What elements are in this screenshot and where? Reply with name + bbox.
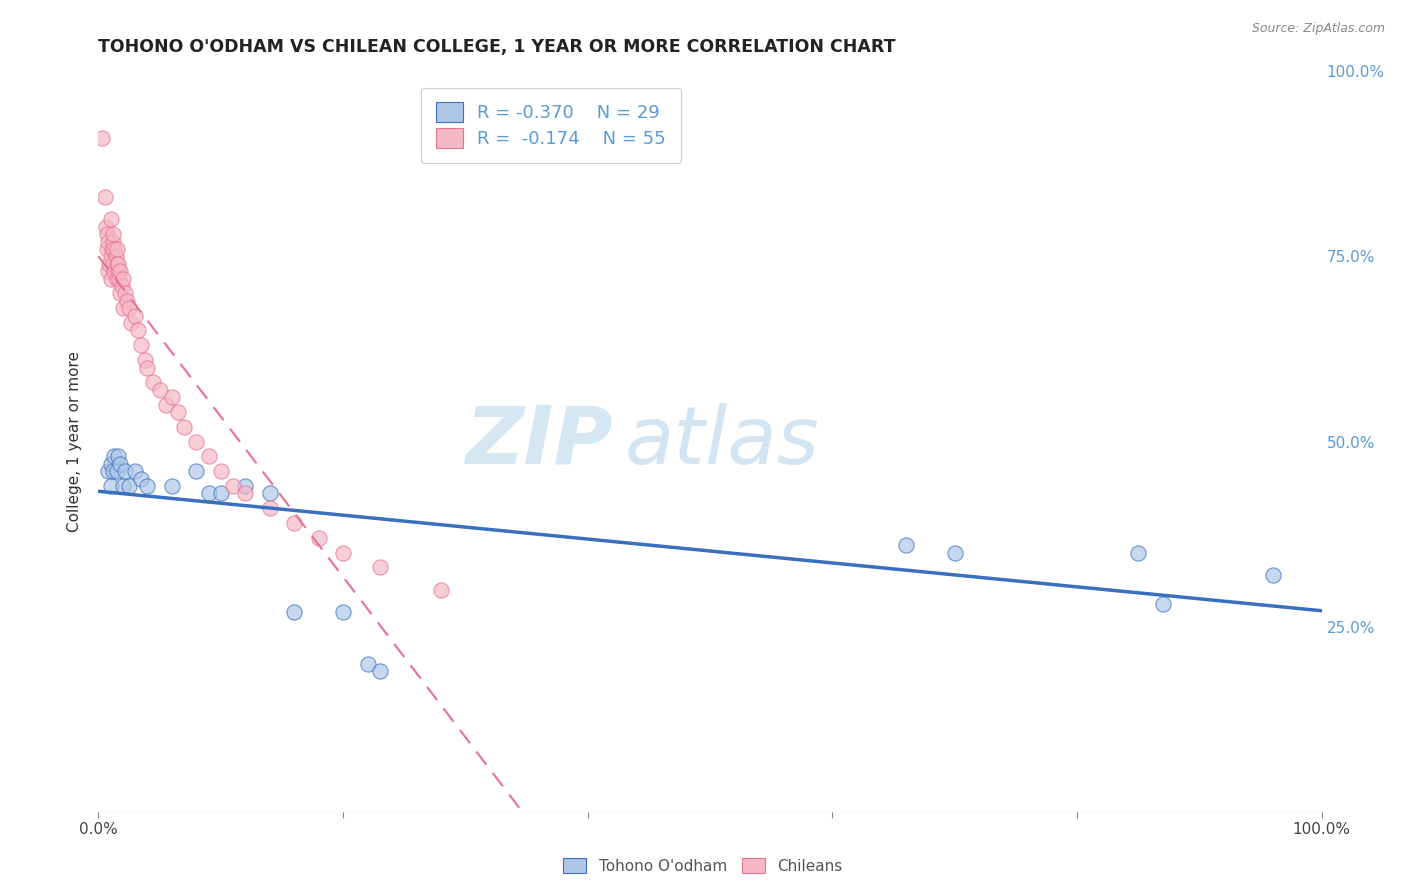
Point: [110, 264, 132, 278]
Point: [222, 479, 245, 493]
Point: [107, 450, 129, 464]
Point: [110, 286, 132, 301]
Point: [100, 271, 122, 285]
Point: [101, 257, 124, 271]
Point: [108, 271, 131, 285]
Point: [114, 286, 136, 301]
Point: [259, 486, 281, 500]
Point: [368, 664, 391, 678]
Point: [103, 264, 125, 278]
Point: [894, 538, 917, 552]
Point: [1152, 598, 1174, 612]
Legend: R = -0.370    N = 29, R =  -0.174    N = 55: R = -0.370 N = 29, R = -0.174 N = 55: [422, 87, 681, 162]
Point: [430, 582, 453, 597]
Point: [118, 479, 141, 493]
Point: [233, 486, 256, 500]
Point: [129, 338, 152, 352]
Point: [100, 457, 122, 471]
Point: [197, 486, 219, 500]
Point: [332, 605, 354, 619]
Point: [111, 271, 134, 285]
Point: [98, 257, 121, 271]
Point: [124, 309, 146, 323]
Point: [97, 464, 120, 478]
Point: [100, 479, 122, 493]
Point: [124, 464, 146, 478]
Point: [111, 479, 134, 493]
Point: [149, 383, 172, 397]
Point: [94, 219, 117, 234]
Point: [93, 190, 115, 204]
Point: [173, 419, 195, 434]
Point: [197, 450, 219, 464]
Point: [356, 657, 378, 671]
Point: [186, 434, 208, 449]
Point: [186, 464, 208, 478]
Point: [103, 242, 125, 256]
Point: [129, 471, 152, 485]
Legend: Tohono O'odham, Chileans: Tohono O'odham, Chileans: [557, 852, 849, 880]
Point: [110, 457, 132, 471]
Point: [308, 531, 330, 545]
Point: [103, 450, 125, 464]
Point: [136, 479, 159, 493]
Point: [120, 316, 142, 330]
Point: [136, 360, 159, 375]
Point: [111, 279, 134, 293]
Point: [142, 376, 165, 390]
Point: [368, 560, 391, 574]
Text: TOHONO O'ODHAM VS CHILEAN COLLEGE, 1 YEAR OR MORE CORRELATION CHART: TOHONO O'ODHAM VS CHILEAN COLLEGE, 1 YEA…: [98, 38, 896, 56]
Point: [97, 235, 120, 249]
Point: [1261, 567, 1284, 582]
Point: [259, 501, 281, 516]
Point: [105, 271, 128, 285]
Point: [105, 242, 128, 256]
Point: [105, 464, 128, 478]
Point: [134, 353, 156, 368]
Point: [91, 131, 114, 145]
Point: [111, 301, 134, 316]
Point: [209, 464, 232, 478]
Point: [127, 324, 149, 338]
Point: [100, 250, 122, 264]
Point: [160, 479, 183, 493]
Point: [1128, 546, 1150, 560]
Point: [283, 605, 305, 619]
Point: [155, 398, 177, 412]
Y-axis label: College, 1 year or more: College, 1 year or more: [66, 351, 82, 532]
Text: atlas: atlas: [624, 402, 820, 481]
Point: [114, 464, 136, 478]
Point: [97, 264, 120, 278]
Point: [118, 301, 141, 316]
Point: [107, 257, 129, 271]
Point: [233, 479, 256, 493]
Point: [283, 516, 305, 530]
Point: [104, 250, 127, 264]
Text: ZIP: ZIP: [465, 402, 612, 481]
Point: [105, 257, 128, 271]
Point: [101, 227, 124, 242]
Point: [209, 486, 232, 500]
Point: [96, 242, 118, 256]
Point: [96, 227, 118, 242]
Point: [115, 293, 138, 308]
Point: [167, 405, 190, 419]
Point: [107, 264, 129, 278]
Point: [100, 212, 122, 227]
Point: [101, 464, 124, 478]
Point: [160, 390, 183, 404]
Point: [332, 546, 354, 560]
Text: Source: ZipAtlas.com: Source: ZipAtlas.com: [1251, 22, 1385, 36]
Point: [943, 546, 966, 560]
Point: [101, 242, 124, 256]
Point: [101, 235, 124, 249]
